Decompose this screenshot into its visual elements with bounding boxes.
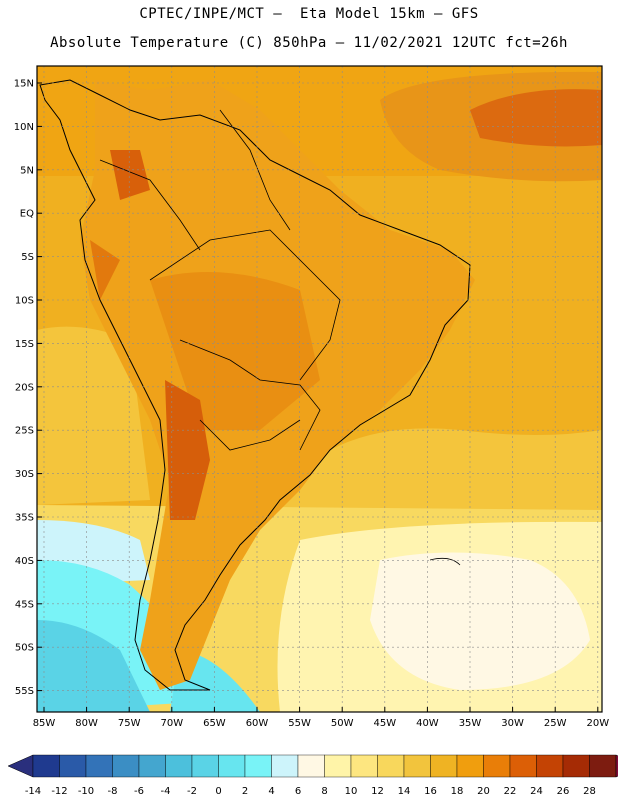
colorbar-box [509,754,537,778]
colorbar-label: 12 [371,786,384,797]
colorbar-box [32,754,60,778]
colorbar-label: 0 [215,786,221,797]
colorbar-label: -2 [187,786,197,797]
colorbar-label: -12 [51,786,67,797]
lat-label: 10N [14,122,34,133]
colorbar-box [297,754,325,778]
lat-label: 10S [15,296,34,307]
colorbar-box [430,754,458,778]
colorbar-label: 14 [398,786,411,797]
colorbar-label: -10 [78,786,94,797]
graticule [37,66,602,712]
lon-label: 45W [373,718,396,729]
lat-label: EQ [20,209,34,220]
lat-label: 35S [15,513,34,524]
lon-label: 75W [118,718,141,729]
border-line-2 [179,339,321,451]
title-line-1: CPTEC/INPE/MCT – Eta Model 15km – GFS [139,6,479,22]
lat-label: 20S [15,382,34,393]
colorbar-box [112,754,140,778]
border-line-3 [199,419,301,451]
continent-warm [150,272,320,430]
colombia-hot [110,150,150,200]
lon-label: 80W [75,718,98,729]
colorbar-label: 4 [268,786,274,797]
lon-label: 70W [160,718,183,729]
colorbar-under-arrow [7,754,34,778]
lat-label: 25S [15,426,34,437]
colorbar-box [59,754,87,778]
lon-label: 50W [331,718,354,729]
colorbar-label: -4 [161,786,171,797]
lat-label: 50S [15,643,34,654]
field-atlantic-yellow [260,428,602,520]
colorbar-box [324,754,352,778]
lon-label: 20W [586,718,609,729]
colorbar-box [377,754,405,778]
colorbar-box [350,754,378,778]
peru-warm [90,240,120,300]
border-line-1 [149,229,341,381]
colorbar-label: -8 [108,786,118,797]
andes-hot [165,380,210,520]
colorbar-box [403,754,431,778]
colorbar-label: 2 [242,786,248,797]
lat-label: 5S [21,252,34,263]
colorbar-box [536,754,564,778]
colorbar-label: -14 [25,786,41,797]
colorbar-label: 20 [477,786,490,797]
colorbar-box [483,754,511,778]
field-atlantic-hot [470,89,602,147]
field-south-cream [370,552,590,690]
lat-label: 5N [20,165,34,176]
colorbar-label: -6 [134,786,144,797]
lon-label: 35W [459,718,482,729]
lat-label: 45S [15,599,34,610]
falklands [429,557,461,566]
colorbar-box [165,754,193,778]
colorbar-box [85,754,113,778]
colorbar-label: 6 [295,786,301,797]
colorbar-box [271,754,299,778]
lat-label: 55S [15,686,34,697]
colorbar-label: 28 [583,786,596,797]
lon-label: 65W [203,718,226,729]
colorbar-box [562,754,590,778]
colorbar-label: 26 [557,786,570,797]
map-frame [36,65,603,713]
colorbar-box [138,754,166,778]
colorbar-box [589,754,617,778]
lat-label: 40S [15,556,34,567]
colorbar-label: 22 [504,786,517,797]
lon-label: 30W [501,718,524,729]
lon-label: 55W [288,718,311,729]
lon-label: 60W [246,718,269,729]
longitude-labels: 85W 80W 75W 70W 65W 60W 55W 50W 45W 40W 35W 30W 25W 2… [33,707,609,729]
colorbar-box [218,754,246,778]
colorbar-box [191,754,219,778]
lon-label: 40W [416,718,439,729]
lat-label: 30S [15,469,34,480]
colorbar-label: 24 [530,786,543,797]
latitude-labels: 15N 10N 5N EQ 5S 10S 15S 20S 25S 30S 35S 40S 45S 50S 5… [14,79,42,697]
colorbar-label: 10 [345,786,358,797]
lat-label: 15N [14,79,34,90]
coastline [39,79,471,691]
lat-label: 15S [15,339,34,350]
lon-label: 25W [544,718,567,729]
colorbar-box [244,754,272,778]
field-pacific-yellow [37,326,150,505]
border-line-4 [99,159,201,251]
colorbar-label: 16 [424,786,437,797]
colorbar-box [456,754,484,778]
colorbar-label: 8 [321,786,327,797]
border-line-5 [219,109,291,231]
colorbar-label: 18 [451,786,464,797]
title-line-2: Absolute Temperature (C) 850hPa – 11/02/… [50,35,568,51]
field-cyan-deep [37,620,150,712]
lon-label: 85W [33,718,56,729]
